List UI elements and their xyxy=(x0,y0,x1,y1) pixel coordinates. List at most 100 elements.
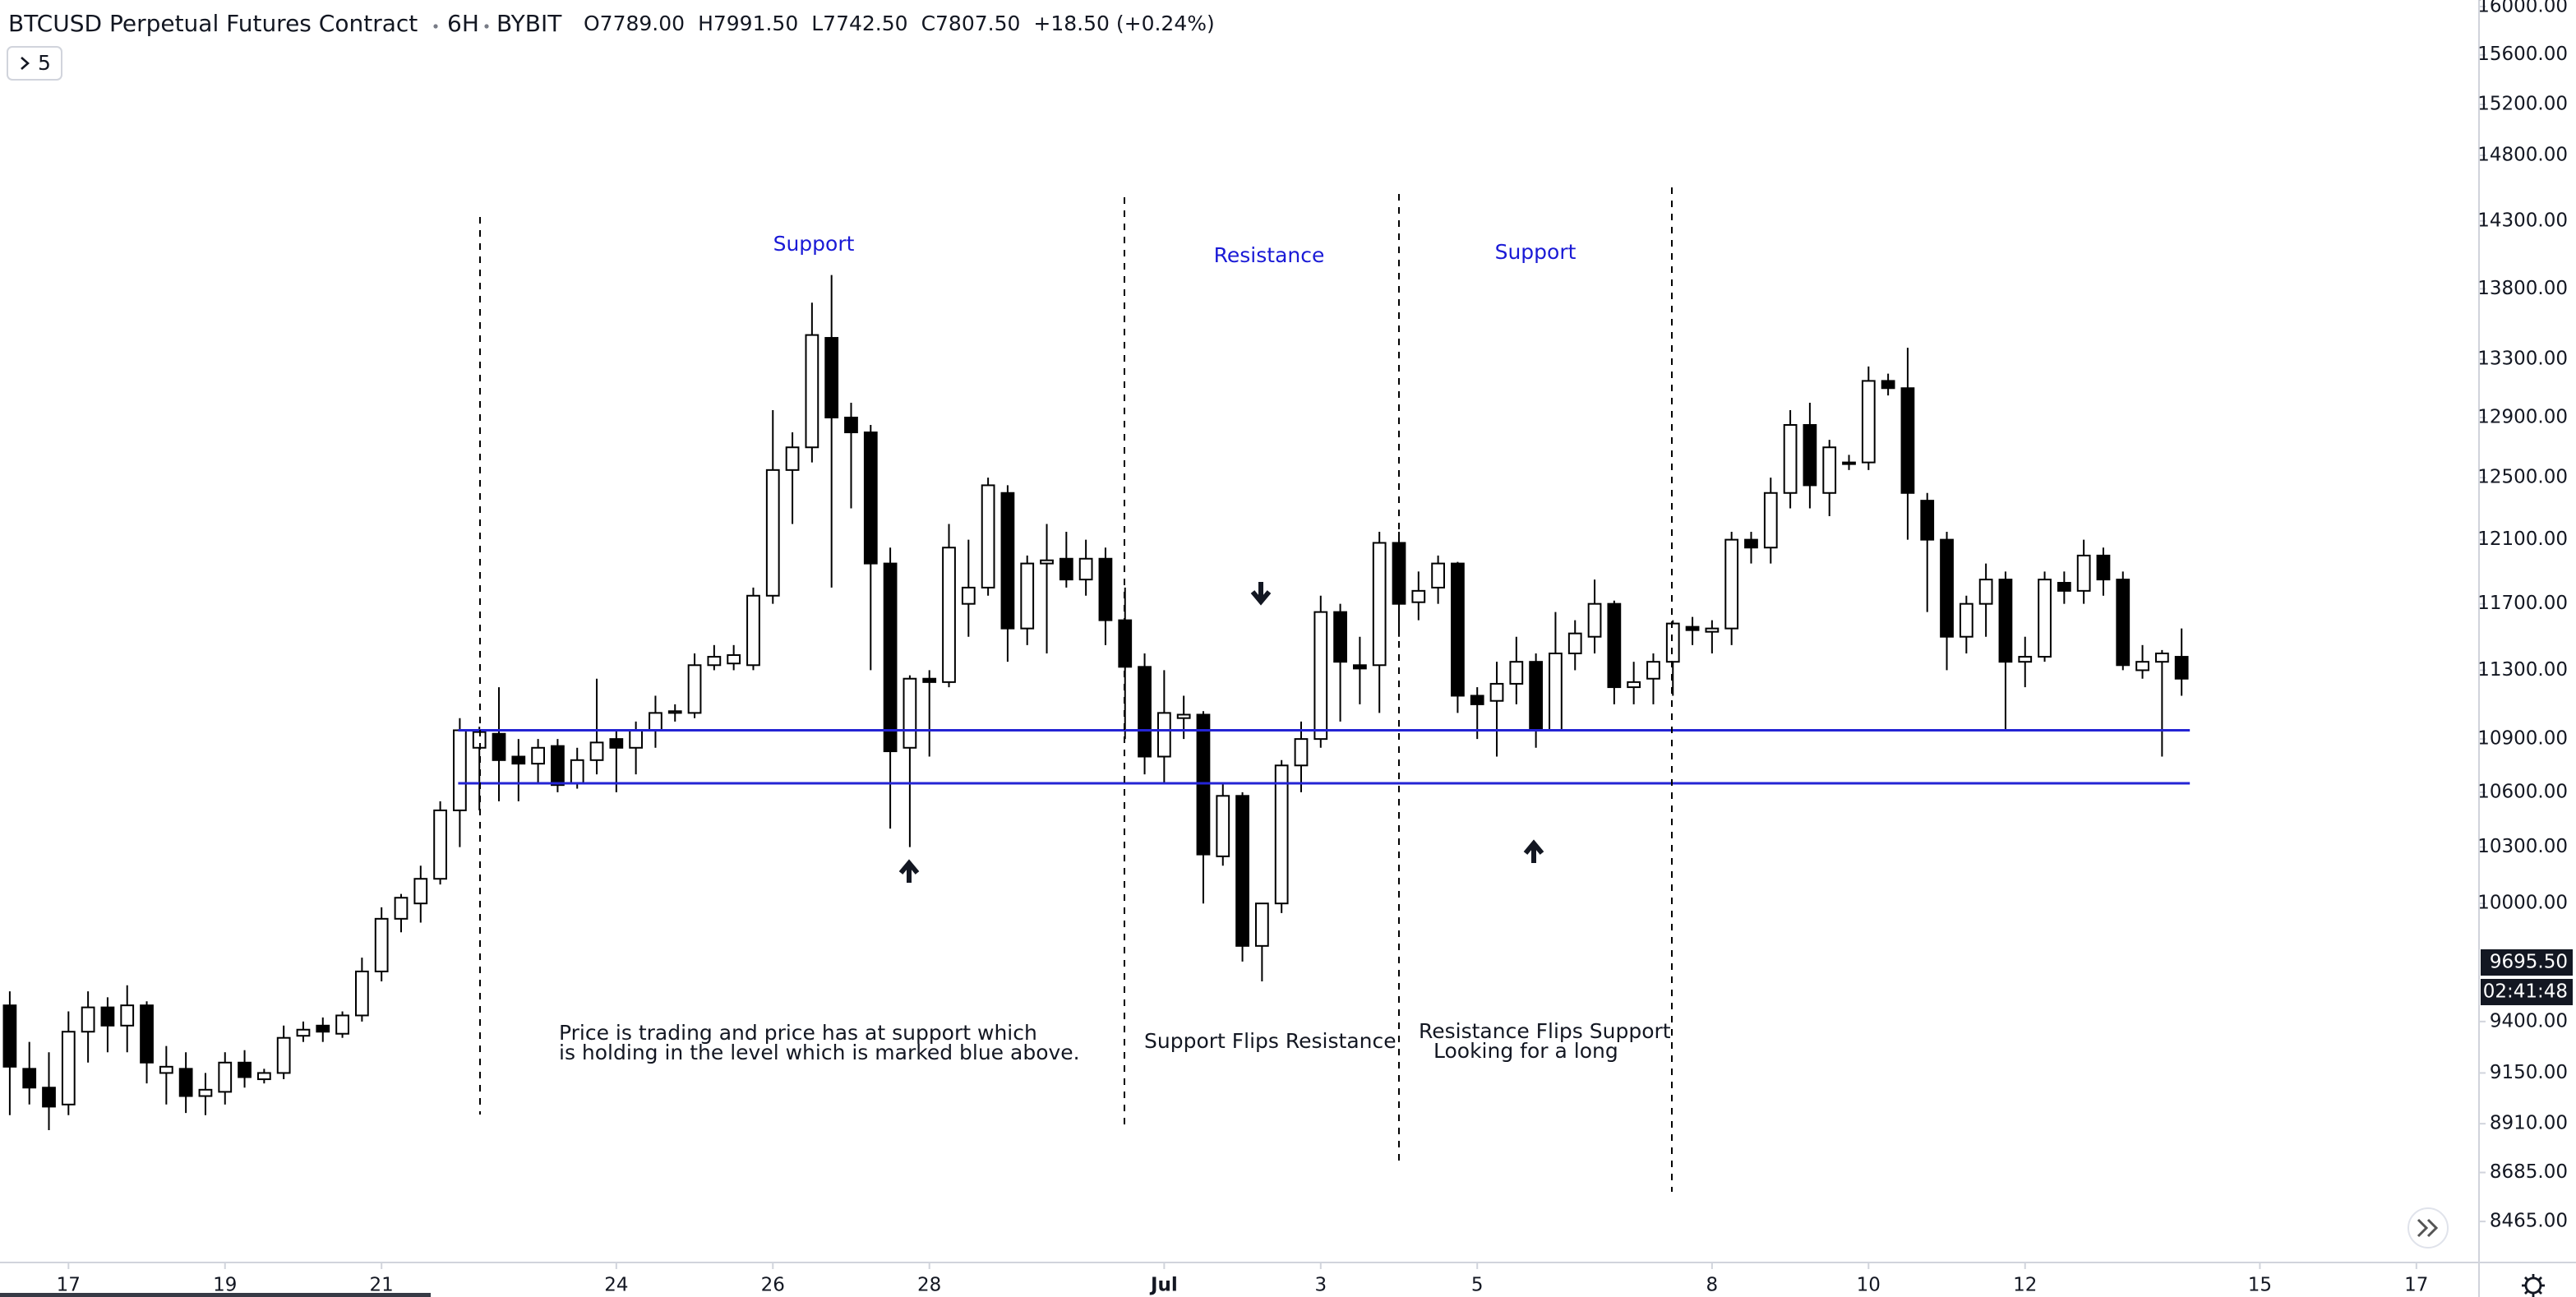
y-tick-label: 10900.00 xyxy=(2477,728,2568,750)
candle-body xyxy=(2,1004,17,1068)
y-tick-label: 12900.00 xyxy=(2477,406,2568,427)
candle-body xyxy=(42,1087,56,1108)
candle-body xyxy=(1451,562,1465,697)
annotation: Resistance Flips Support xyxy=(1419,1019,1671,1043)
separator xyxy=(484,24,489,29)
candle-body xyxy=(629,729,644,749)
candle-body xyxy=(2116,579,2131,667)
candle-body xyxy=(296,1028,311,1037)
double-chevron-icon xyxy=(2417,1218,2439,1238)
x-tick-label: 19 xyxy=(213,1275,237,1296)
candle-body xyxy=(707,656,722,667)
x-tick-label: 28 xyxy=(917,1275,941,1296)
candle-body xyxy=(1646,661,1660,680)
candle-body xyxy=(1509,661,1524,685)
candle-body xyxy=(120,1004,135,1027)
candle-body xyxy=(1333,611,1347,663)
candle-body xyxy=(1411,589,1426,603)
candle-body xyxy=(2057,582,2071,592)
candle-body xyxy=(1978,579,1993,605)
candle-body xyxy=(140,1004,154,1064)
y-tick-label: 9400.00 xyxy=(2490,1010,2568,1032)
candle-body xyxy=(433,809,447,880)
candle-body xyxy=(1059,557,1073,581)
x-tick-label: 24 xyxy=(604,1275,628,1296)
candle-body xyxy=(1549,652,1563,732)
candle-body xyxy=(354,970,369,1017)
candle-body xyxy=(492,732,506,761)
candle-body xyxy=(1078,557,1093,581)
candle-body xyxy=(1685,625,1700,631)
candle-body xyxy=(1940,538,1954,638)
candle-body xyxy=(1098,557,1113,621)
y-tick-label: 8685.00 xyxy=(2490,1161,2568,1183)
indicators-toggle[interactable] xyxy=(7,46,62,81)
annotation: Support xyxy=(1495,240,1577,264)
candle-body xyxy=(961,586,976,605)
candle-body xyxy=(81,1006,95,1033)
y-tick-label: 13300.00 xyxy=(2477,348,2568,370)
x-tick-label: 8 xyxy=(1706,1275,1719,1296)
candle-body xyxy=(1627,681,1641,689)
candle-body xyxy=(1294,738,1309,767)
interval[interactable]: 6H xyxy=(447,10,479,37)
indicator-count: 5 xyxy=(38,51,51,75)
last-price-box xyxy=(2481,949,2573,976)
candle-body xyxy=(1861,380,1876,464)
candle-body xyxy=(922,677,937,683)
candle-body xyxy=(1783,423,1798,494)
candle-body xyxy=(453,729,467,811)
y-tick-label: 12500.00 xyxy=(2477,467,2568,488)
candle-body xyxy=(1763,492,1778,549)
candle-body xyxy=(1470,695,1484,705)
candle-body xyxy=(374,917,389,972)
candle-body xyxy=(1196,713,1211,856)
candle-body xyxy=(2018,656,2033,663)
annotation: is holding in the level which is marked … xyxy=(559,1041,1080,1064)
candle-body xyxy=(687,664,702,714)
candle-body xyxy=(531,746,545,765)
x-tick-label: 5 xyxy=(1471,1275,1484,1296)
exchange: BYBIT xyxy=(496,10,562,37)
candle-body xyxy=(785,446,800,471)
x-tick-label: 17 xyxy=(2404,1275,2428,1296)
gear-icon xyxy=(2522,1274,2545,1297)
candle-body xyxy=(1000,492,1015,630)
candle-body xyxy=(2154,652,2169,663)
y-tick-label: 8910.00 xyxy=(2490,1113,2568,1134)
annotation: Looking for a long xyxy=(1433,1039,1618,1063)
up-arrow xyxy=(1523,839,1544,863)
candle-body xyxy=(844,416,858,434)
y-tick-label: 9150.00 xyxy=(2490,1062,2568,1083)
candle-body xyxy=(667,710,682,714)
candle-body xyxy=(570,759,584,784)
candle-body xyxy=(159,1065,173,1074)
candle-body xyxy=(1900,387,1915,494)
candle-body xyxy=(1489,682,1504,702)
candle-body xyxy=(198,1088,213,1097)
annotation: Resistance xyxy=(1214,243,1325,267)
candle-body xyxy=(727,654,741,665)
legend-value: +18.50 (+0.24%) xyxy=(1033,12,1214,35)
x-tick-label: 3 xyxy=(1314,1275,1327,1296)
candle-body xyxy=(178,1068,193,1097)
legend-value: C7807.50 xyxy=(921,12,1021,35)
x-tick-label: 17 xyxy=(57,1275,81,1296)
settings-gear[interactable] xyxy=(2522,1274,2545,1297)
candle-body xyxy=(1920,500,1935,541)
y-tick-label: 11700.00 xyxy=(2477,593,2568,614)
candle-body xyxy=(1372,542,1387,667)
chevron-icon xyxy=(21,57,30,70)
candle-body xyxy=(1724,538,1739,630)
candle-body xyxy=(1235,795,1249,947)
candle-body xyxy=(2038,579,2052,658)
legend-value: H7991.50 xyxy=(698,12,798,35)
candle-body xyxy=(805,334,819,449)
y-tick-label: 11300.00 xyxy=(2477,659,2568,681)
candle-body xyxy=(2076,554,2091,592)
annotation: Support Flips Resistance xyxy=(1144,1029,1396,1053)
candle-body xyxy=(2174,656,2189,680)
candle-body xyxy=(511,755,526,765)
last-price-label: 9695.50 xyxy=(2490,951,2568,972)
